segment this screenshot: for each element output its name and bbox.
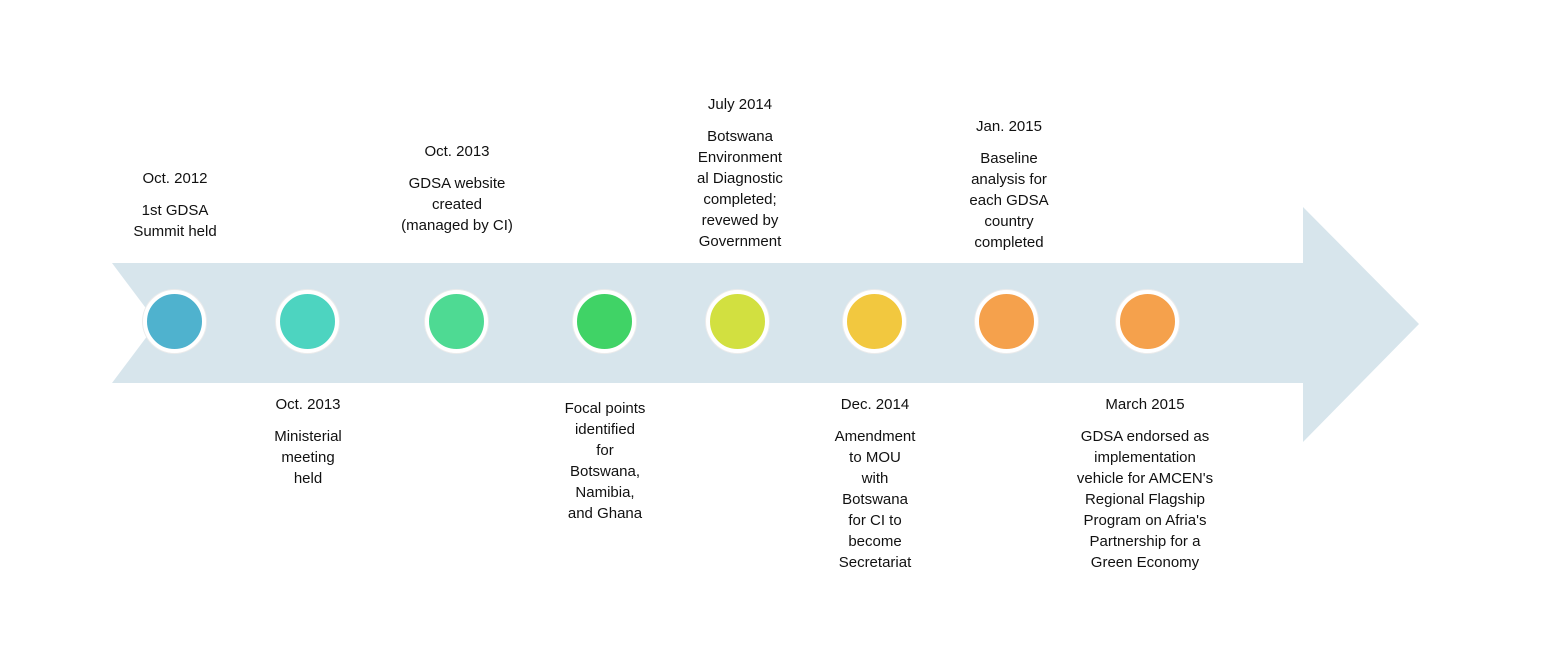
event-description: GDSA website created (managed by CI) [401, 175, 513, 234]
milestone-dot-4 [573, 290, 636, 353]
event-description: Baseline analysis for each GDSA country … [969, 150, 1049, 251]
event-description: 1st GDSA Summit held [133, 202, 217, 240]
event-date: Oct. 2013 [424, 143, 490, 160]
event-label-4: Focal points identified for Botswana, Na… [545, 398, 665, 524]
event-date: Jan. 2015 [976, 118, 1042, 135]
event-date: March 2015 [1105, 396, 1185, 413]
milestone-dot-5 [706, 290, 769, 353]
event-label-7: Jan. 2015 Baseline analysis for each GDS… [947, 117, 1072, 253]
event-label-2: Oct. 2013 Ministerial meeting held [243, 395, 373, 489]
event-label-5: July 2014 Botswana Environment al Diagno… [678, 95, 803, 252]
event-date: July 2014 [707, 96, 773, 113]
milestone-dot-2 [276, 290, 339, 353]
event-description: GDSA endorsed as implementation vehicle … [1076, 428, 1214, 571]
event-label-3: Oct. 2013 GDSA website created (managed … [380, 142, 535, 236]
event-date: Dec. 2014 [840, 396, 910, 413]
event-description: Amendment to MOU with Botswana for CI to… [834, 428, 916, 571]
milestone-dot-7 [975, 290, 1038, 353]
event-label-8: March 2015 GDSA endorsed as implementati… [1053, 395, 1238, 573]
event-label-6: Dec. 2014 Amendment to MOU with Botswana… [815, 395, 935, 573]
event-description: Ministerial meeting held [274, 428, 342, 487]
event-label-1: Oct. 2012 1st GDSA Summit held [110, 169, 240, 242]
milestone-dot-3 [425, 290, 488, 353]
milestone-dot-1 [143, 290, 206, 353]
event-date: Oct. 2013 [275, 396, 341, 413]
event-description: Botswana Environment al Diagnostic compl… [697, 128, 783, 250]
event-date: Oct. 2012 [142, 170, 208, 187]
milestone-dot-6 [843, 290, 906, 353]
event-description: Focal points identified for Botswana, Na… [564, 400, 646, 522]
milestone-dot-8 [1116, 290, 1179, 353]
